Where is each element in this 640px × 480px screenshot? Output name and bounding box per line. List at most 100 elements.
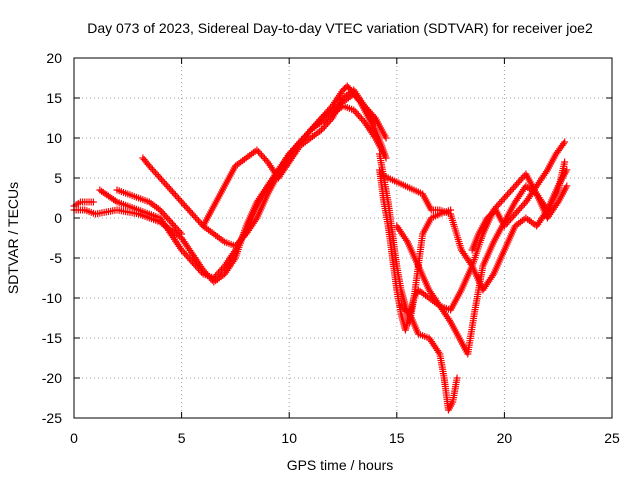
data-point-marker — [327, 116, 335, 124]
data-point-marker — [167, 186, 175, 194]
data-point-marker — [261, 155, 269, 163]
data-point-marker — [487, 211, 495, 219]
y-tick-label: 15 — [46, 90, 62, 106]
data-point-marker — [322, 121, 330, 129]
data-point-marker — [156, 206, 164, 214]
x-tick-label: 25 — [604, 430, 620, 446]
data-point-marker — [216, 267, 224, 275]
x-tick-label: 20 — [497, 430, 513, 446]
data-point-marker — [447, 206, 455, 214]
data-point-marker — [496, 199, 504, 207]
data-point-marker — [305, 128, 313, 136]
data-point-marker — [502, 220, 510, 228]
data-point-marker — [253, 146, 261, 154]
data-point-marker — [155, 172, 163, 180]
data-point-marker — [190, 212, 198, 220]
series-track-j — [378, 166, 571, 294]
data-point-marker — [170, 221, 178, 229]
data-point-marker — [175, 227, 183, 235]
data-point-marker — [178, 230, 186, 238]
data-point-marker — [519, 201, 527, 209]
data-point-marker — [561, 158, 569, 166]
data-point-marker — [357, 115, 365, 123]
data-point-marker — [159, 209, 167, 217]
data-point-marker — [304, 129, 312, 137]
data-point-marker — [517, 203, 525, 211]
data-point-marker — [514, 179, 522, 187]
series-track-f — [199, 86, 379, 230]
data-point-marker — [238, 235, 246, 243]
data-point-marker — [188, 258, 196, 266]
data-point-marker — [150, 167, 158, 175]
data-point-marker — [511, 182, 519, 190]
data-point-marker — [234, 239, 242, 247]
data-point-marker — [159, 177, 167, 185]
data-point-marker — [181, 249, 189, 257]
data-point-marker — [156, 174, 164, 182]
data-point-marker — [167, 218, 175, 226]
data-point-marker — [178, 198, 186, 206]
data-point-marker — [491, 204, 499, 212]
data-point-marker — [190, 260, 198, 268]
data-point-marker — [508, 185, 516, 193]
data-point-marker — [168, 188, 176, 196]
data-point-marker — [325, 117, 333, 125]
chart-title: Day 073 of 2023, Sidereal Day-to-day VTE… — [87, 20, 593, 36]
data-point-marker — [511, 210, 519, 218]
data-point-marker — [301, 133, 309, 141]
y-tick-label: -20 — [42, 370, 62, 386]
data-point-marker — [500, 222, 508, 230]
data-point-marker — [191, 261, 199, 269]
data-point-marker — [181, 201, 189, 209]
data-point-marker — [485, 212, 493, 220]
data-point-marker — [324, 119, 332, 127]
data-point-marker — [254, 148, 262, 156]
data-point-marker — [500, 194, 508, 202]
x-axis-label: GPS time / hours — [287, 457, 394, 473]
data-point-marker — [193, 263, 201, 271]
data-point-marker — [171, 191, 179, 199]
data-point-marker — [151, 169, 159, 177]
data-point-marker — [187, 256, 195, 264]
data-point-marker — [505, 217, 513, 225]
data-point-marker — [494, 201, 502, 209]
data-point-marker — [175, 195, 183, 203]
data-point-marker — [239, 233, 247, 241]
data-point-marker — [162, 181, 170, 189]
axis-ticks: 0 5 10 15 20 25 -25 -20 -15 -10 -5 0 5 10 15 20 — [42, 50, 620, 446]
data-point-marker — [285, 150, 293, 158]
data-point-marker — [507, 215, 515, 223]
data-point-marker — [168, 220, 176, 228]
data-point-marker — [351, 108, 359, 116]
data-point-marker — [111, 197, 119, 205]
data-points — [70, 82, 571, 414]
data-point-marker — [193, 215, 201, 223]
data-point-marker — [256, 149, 264, 157]
data-point-marker — [350, 106, 358, 114]
data-point-marker — [233, 240, 241, 248]
data-point-marker — [89, 198, 97, 206]
data-point-marker — [165, 184, 173, 192]
data-point-marker — [176, 228, 184, 236]
data-point-marker — [510, 184, 518, 192]
data-point-marker — [182, 203, 190, 211]
data-point-marker — [488, 209, 496, 217]
data-point-marker — [158, 208, 166, 216]
data-point-marker — [182, 251, 190, 259]
data-point-marker — [158, 176, 166, 184]
series-track-h — [397, 302, 461, 414]
data-point-marker — [258, 151, 266, 159]
series-track-d — [113, 186, 186, 238]
data-point-marker — [147, 164, 155, 172]
x-tick-label: 5 — [178, 430, 186, 446]
data-point-marker — [483, 214, 491, 222]
y-tick-label: -25 — [42, 410, 62, 426]
data-point-marker — [453, 374, 461, 382]
data-point-marker — [195, 265, 203, 273]
data-point-marker — [321, 123, 329, 131]
data-point-marker — [516, 205, 524, 213]
data-point-marker — [497, 197, 505, 205]
data-point-marker — [173, 193, 181, 201]
data-point-marker — [563, 182, 571, 190]
